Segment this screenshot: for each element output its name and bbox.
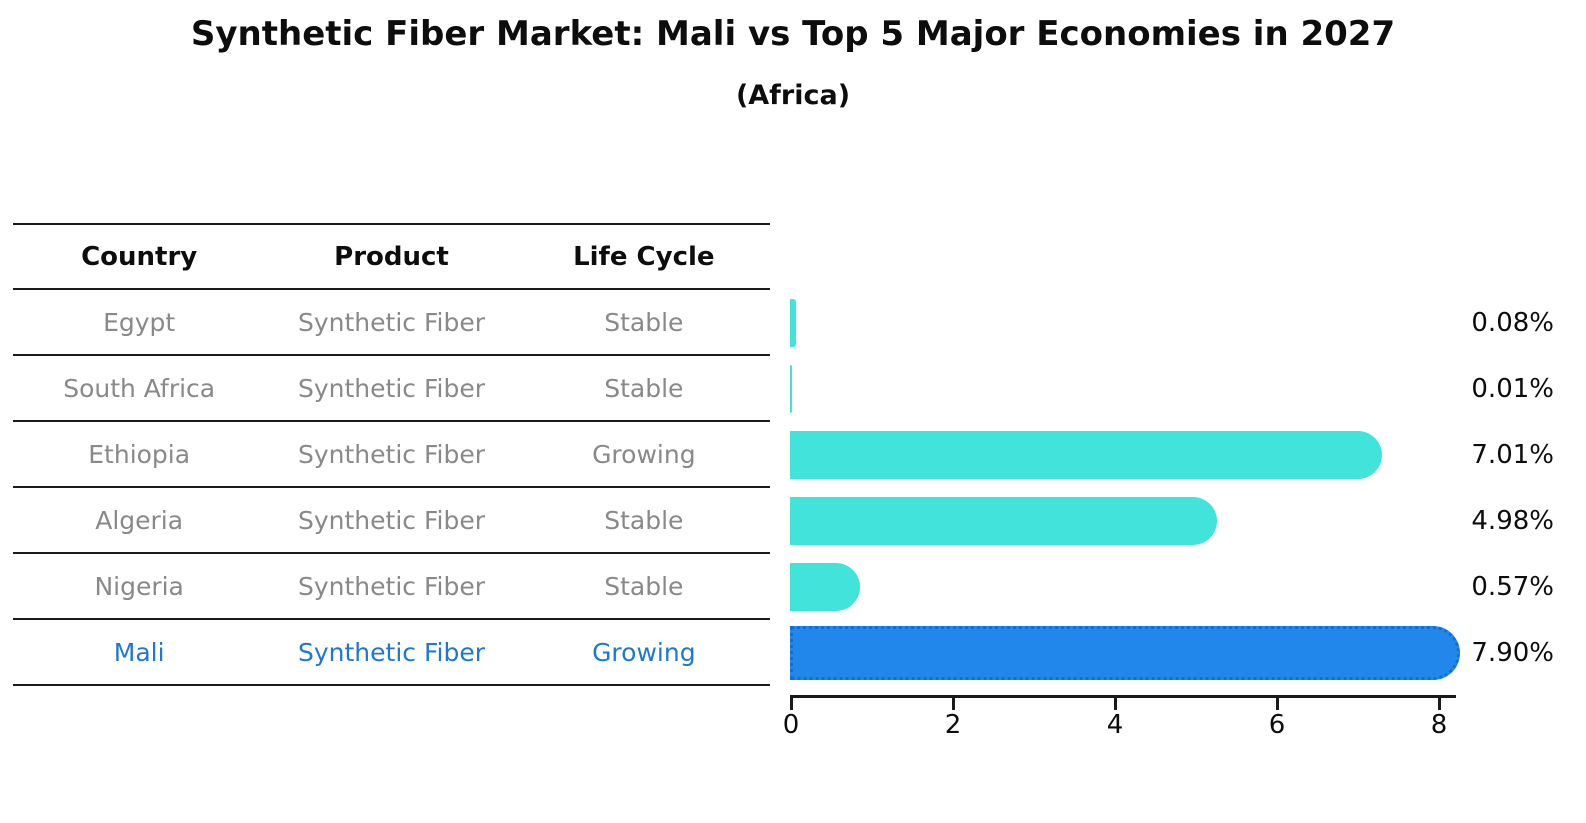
bar-row-algeria [790,488,1470,554]
x-tick-2 [952,698,955,710]
x-tick-6 [1276,698,1279,710]
table-cell-country: Nigeria [94,571,184,601]
table-row-algeria: Algeria Synthetic Fiber Stable [13,488,770,554]
table-row-mali: Mali Synthetic Fiber Growing [13,620,770,686]
table-cell-product: Synthetic Fiber [297,307,485,337]
bar-row-mali [790,620,1470,686]
table-cell-product: Synthetic Fiber [297,571,485,601]
table-row-egypt: Egypt Synthetic Fiber Stable [13,290,770,356]
table-cell-product: Synthetic Fiber [297,373,485,403]
table-row-south-africa: South Africa Synthetic Fiber Stable [13,356,770,422]
table-header-product: Product [334,241,449,272]
value-label-algeria: 4.98% [1471,506,1554,536]
table-cell-product: Synthetic Fiber [297,505,485,535]
table-header-row: Country Product Life Cycle [13,223,770,290]
value-label-south-africa: 0.01% [1471,374,1554,404]
table-row-nigeria: Nigeria Synthetic Fiber Stable [13,554,770,620]
value-label-egypt: 0.08% [1471,308,1554,338]
table-cell-country: Egypt [103,307,176,337]
table-cell-product: Synthetic Fiber [297,439,485,469]
table-header-country: Country [81,241,198,272]
table-cell-life-cycle: Stable [604,307,684,337]
x-tick-4 [1114,698,1117,710]
x-tick-0 [790,698,793,710]
chart-title: Synthetic Fiber Market: Mali vs Top 5 Ma… [190,14,1396,54]
bar-row-egypt [790,290,1470,356]
table-cell-country: Ethiopia [88,439,191,469]
value-label-mali: 7.90% [1471,638,1554,668]
table-cell-life-cycle: Growing [592,637,696,667]
x-tick-8 [1438,698,1441,710]
bar-plot-area [790,290,1470,686]
bar-nigeria [790,563,860,611]
bar-egypt [790,299,796,347]
table-body: Egypt Synthetic Fiber Stable South Africa Sy… [13,290,770,686]
bar-mali [790,626,1460,680]
value-label-ethiopia: 7.01% [1471,440,1554,470]
table-cell-life-cycle: Growing [592,439,696,469]
table-header-life-cycle: Life Cycle [573,241,715,272]
table-cell-country: Mali [113,637,165,667]
table-cell-product: Synthetic Fiber [297,637,485,667]
bar-row-nigeria [790,554,1470,620]
country-table: Country Product Life Cycle Egypt Syntheti… [13,223,770,686]
table-cell-country: Algeria [95,505,184,535]
x-tick-label-0: 0 [782,710,800,740]
chart-subtitle: (Africa) [735,80,851,111]
x-tick-label-8: 8 [1430,710,1448,740]
x-tick-label-2: 2 [944,710,962,740]
bar-algeria [790,497,1217,545]
table-cell-life-cycle: Stable [604,571,684,601]
x-axis-line [790,695,1456,698]
table-row-ethiopia: Ethiopia Synthetic Fiber Growing [13,422,770,488]
bar-south-africa [790,365,792,413]
value-label-column: 0.08% 0.01% 7.01% 4.98% 0.57% 7.90% [1452,290,1554,686]
table-cell-life-cycle: Stable [604,505,684,535]
bar-row-ethiopia [790,422,1470,488]
table-cell-country: South Africa [63,373,216,403]
x-tick-label-6: 6 [1268,710,1286,740]
bar-row-south-africa [790,356,1470,422]
bar-ethiopia [790,431,1382,479]
x-tick-label-4: 4 [1106,710,1124,740]
value-label-nigeria: 0.57% [1471,572,1554,602]
table-cell-life-cycle: Stable [604,373,684,403]
